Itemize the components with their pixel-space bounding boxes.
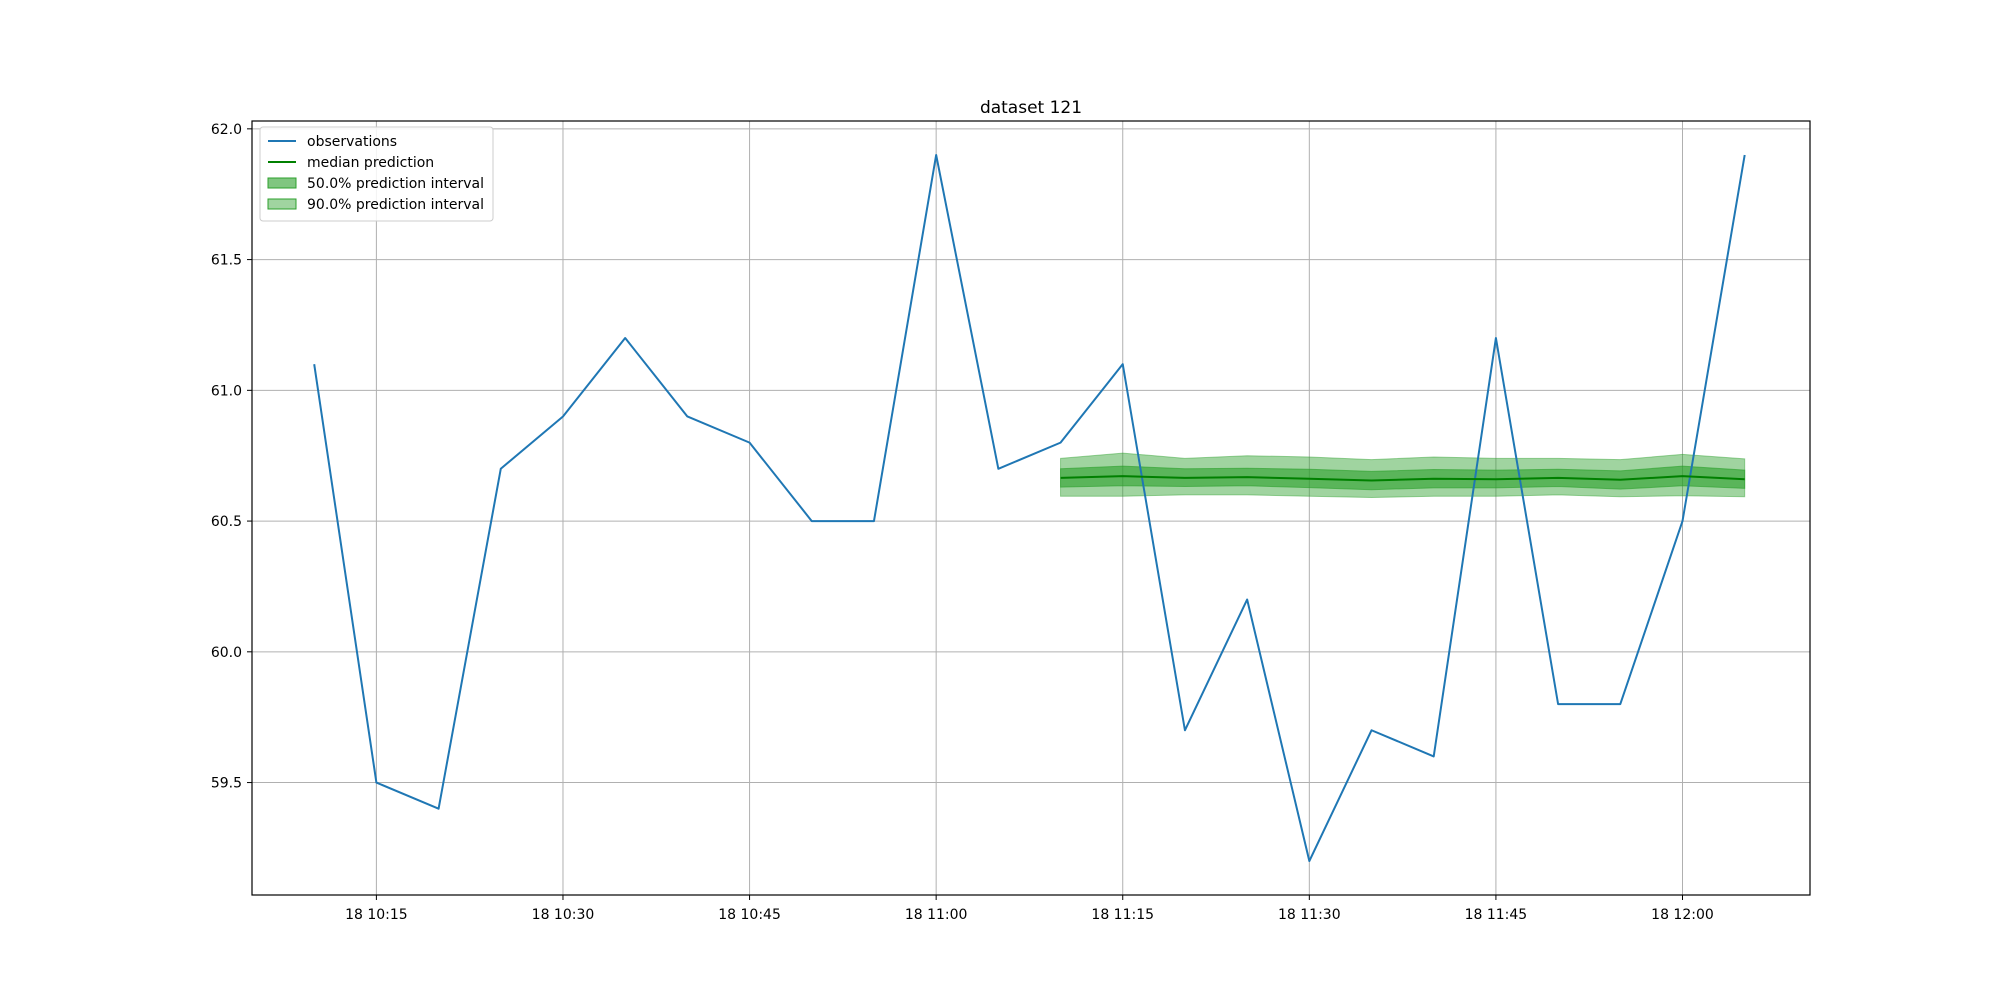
y-tick-label: 60.0 xyxy=(211,645,242,661)
plot-frame xyxy=(251,120,1811,896)
legend-box xyxy=(259,126,494,222)
y-axis: 59.5 60.0 60.5 61.0 61.5 62.0 xyxy=(211,122,252,792)
x-tick-label: 18 11:00 xyxy=(905,907,968,923)
x-tick-label: 18 11:15 xyxy=(1091,907,1154,923)
interval-50-band xyxy=(1060,465,1746,491)
y-tick-label: 59.5 xyxy=(211,776,242,792)
y-tick-label: 61.0 xyxy=(211,383,242,399)
legend-swatch xyxy=(267,198,297,210)
grid xyxy=(252,121,1810,895)
legend-label: 50.0% prediction interval xyxy=(307,176,484,192)
prediction-interval-50 xyxy=(1060,465,1746,491)
legend-swatch xyxy=(267,177,297,189)
x-tick-label: 18 10:45 xyxy=(718,907,781,923)
y-tick-label: 60.5 xyxy=(211,514,242,530)
x-tick-label: 18 10:30 xyxy=(532,907,595,923)
x-axis: 18 10:15 18 10:30 18 10:45 18 11:00 18 11:15… xyxy=(345,895,1714,923)
chart-title: dataset 121 xyxy=(980,98,1082,118)
legend-label: observations xyxy=(307,134,397,150)
y-tick-label: 62.0 xyxy=(211,122,242,138)
legend-label: median prediction xyxy=(307,155,434,171)
series xyxy=(313,153,1746,863)
median-prediction-line xyxy=(1060,475,1745,482)
observations-line xyxy=(313,153,1746,863)
x-tick-label: 18 12:00 xyxy=(1651,907,1714,923)
x-tick-label: 18 10:15 xyxy=(345,907,408,923)
y-tick-label: 61.5 xyxy=(211,253,242,269)
legend: observations median prediction 50.0% predi… xyxy=(259,126,494,222)
legend-label: 90.0% prediction interval xyxy=(307,197,484,213)
x-tick-label: 18 11:30 xyxy=(1278,907,1341,923)
x-tick-label: 18 11:45 xyxy=(1465,907,1528,923)
